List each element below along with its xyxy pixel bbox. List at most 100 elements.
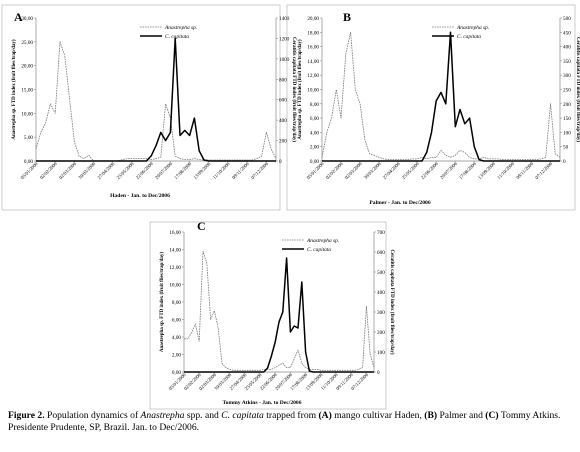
- x-tick-label: 13/09/2006: [193, 161, 212, 180]
- x-tick-label: 07/12/2006: [351, 372, 370, 391]
- x-tick-label: 11/10/2006: [213, 161, 232, 180]
- y-tick-label-right: 450: [563, 30, 571, 36]
- legend-label: Anastrepha sp.: [164, 25, 197, 31]
- caption-text-4: mango cultivar Haden,: [331, 410, 425, 421]
- series-line-ccapitata: [184, 257, 374, 373]
- y-tick-label-left: 20,00: [307, 16, 319, 22]
- y-tick-label-left: 14,00: [169, 248, 181, 254]
- y-tick-label-right: 350: [563, 59, 571, 65]
- x-tick-label: 30/03/2006: [78, 161, 97, 180]
- y-tick-label-right: 1400: [279, 16, 290, 22]
- y-axis-title-left: Anastrepha sp. FTD index (fruit flies/tr…: [160, 252, 165, 353]
- caption-ref-b: (B): [424, 410, 438, 421]
- x-tick-label: 27/04/2006: [97, 161, 116, 180]
- x-tick-label: 07/12/2006: [535, 161, 554, 180]
- x-tick-label: 25/05/2006: [402, 161, 421, 180]
- panel-c: C 0,00 2,00 4,00 6,00 8,00 10,00 12,00 14,00 16,0…: [149, 219, 394, 410]
- y-tick-label-left: 10,00: [169, 283, 181, 289]
- y-tick-label-left: 30,00: [21, 16, 33, 22]
- legend-label: C. capitata: [457, 34, 481, 40]
- y-tick-label-right: 250: [563, 88, 571, 94]
- y-tick-label-right: 400: [279, 118, 287, 124]
- x-tick-label: 20/07/2006: [440, 161, 459, 180]
- legend-label: Anastrepha sp.: [456, 25, 489, 31]
- y-tick-label-right: 600: [279, 98, 287, 104]
- y-tick-label-right: 1000: [279, 57, 290, 63]
- y-tick-label-right: 200: [279, 139, 287, 145]
- y-tick-label-right: 700: [377, 230, 385, 236]
- x-tick-label: 09/11/2006: [516, 161, 535, 180]
- y-tick-label-right: 500: [563, 16, 571, 22]
- x-tick-label: 27/04/2006: [383, 161, 402, 180]
- caption-text-3: trapped from: [263, 410, 319, 421]
- y-tick-label-right: 300: [377, 310, 385, 316]
- x-tick-label: 02/02/2006: [40, 161, 59, 180]
- x-tick-label: 17/08/2006: [174, 161, 193, 180]
- y-tick-label-left: 5,00: [24, 135, 33, 141]
- y-axis-title-right: Ceratitis capitata FTD index (fruit flie…: [575, 37, 580, 142]
- y-tick-label-right: 100: [377, 350, 385, 356]
- caption-ref-c: (C): [485, 410, 499, 421]
- x-tick-label: 09/11/2006: [232, 161, 251, 180]
- y-tick-label-right: 400: [563, 45, 571, 51]
- y-tick-label-left: 2,00: [172, 353, 181, 359]
- y-tick-label-left: 2,00: [310, 145, 319, 151]
- panel-letter: A: [14, 10, 23, 24]
- y-axis-title-right: Ceratitis capitata FTD index (fruit flie…: [389, 249, 394, 354]
- caption-text-1: Population dynamics of: [44, 410, 141, 421]
- y-tick-label-left: 18,00: [307, 30, 319, 36]
- y-tick-label-left: 25,00: [21, 40, 33, 46]
- panel-letter: C: [197, 219, 206, 233]
- x-axis-title: Palmer - Jan. to Dec/2006: [369, 200, 430, 206]
- series-line-anastrepha: [321, 31, 561, 161]
- figure-caption: Figure 2. Population dynamics of Anastre…: [8, 410, 574, 434]
- x-tick-label: 02/02/2006: [325, 161, 344, 180]
- series-line-ccapitata: [322, 31, 560, 162]
- y-tick-label-right: 600: [377, 250, 385, 256]
- y-tick-label-right: 100: [563, 130, 571, 136]
- caption-lead: Figure 2.: [8, 410, 45, 421]
- legend-label: Anastrepha sp.: [306, 238, 339, 244]
- y-tick-label-left: 16,00: [307, 45, 319, 51]
- caption-ref-a: (A): [318, 410, 332, 421]
- y-tick-label-right: 50: [563, 145, 569, 151]
- x-tick-label: 17/08/2006: [459, 161, 478, 180]
- y-tick-label-left: 4,00: [172, 335, 181, 341]
- y-axis-title-right: Ceratitis capitata FTD index (fruit flie…: [291, 37, 296, 142]
- y-tick-label-right: 150: [563, 116, 571, 122]
- panel-b: B 0,00 2,00 4,00 6,00 8,00 10,00 12,00 14,00 16,0…: [286, 4, 580, 211]
- legend-label: C. capitata: [165, 34, 189, 40]
- y-tick-label-right: 300: [563, 73, 571, 79]
- y-tick-label-right: 400: [377, 290, 385, 296]
- y-axis-title-left: Anastrepha sp. FTD index (fruit flies/tr…: [298, 39, 303, 140]
- y-tick-label-left: 0,00: [310, 159, 319, 165]
- x-tick-label: 07/12/2006: [251, 161, 270, 180]
- x-axis-title: Tommy Atkins - Jan. to Dec/2006: [222, 400, 301, 406]
- y-tick-label-left: 8,00: [172, 300, 181, 306]
- y-tick-label-right: 800: [279, 77, 287, 83]
- y-tick-label-left: 12,00: [169, 265, 181, 271]
- y-tick-label-right: 0: [279, 159, 282, 165]
- x-axis-title: Haden - Jan. to Dec/2006: [110, 193, 170, 199]
- y-tick-label-left: 20,00: [21, 64, 33, 70]
- x-tick-label: 30/03/2006: [364, 161, 383, 180]
- panel-frame: [1, 4, 281, 211]
- y-tick-label-left: 10,00: [21, 111, 33, 117]
- y-tick-label-left: 0,00: [172, 370, 181, 376]
- x-tick-label: 20/07/2006: [155, 161, 174, 180]
- y-tick-label-right: 0: [563, 159, 566, 165]
- caption-text-6: Tommy Atkins. Presidente Prudente, SP, B…: [8, 410, 561, 433]
- panel-a: A 0,00 5,00 10,00 15,00 20,00 25,00 30,00 0 200 40…: [1, 4, 296, 211]
- x-tick-label: 25/05/2006: [116, 161, 135, 180]
- series-line-anastrepha: [184, 250, 375, 371]
- x-tick-label: 11/10/2006: [497, 161, 516, 180]
- x-tick-label: 22/06/2006: [136, 161, 155, 180]
- panel-letter: B: [343, 10, 351, 24]
- x-tick-label: 02/03/2006: [59, 161, 78, 180]
- y-tick-label-left: 4,00: [310, 130, 319, 136]
- y-tick-label-right: 0: [377, 370, 380, 376]
- y-tick-label-left: 14,00: [307, 59, 319, 65]
- y-tick-label-right: 200: [563, 102, 571, 108]
- caption-species-1: Anastrepha: [140, 410, 185, 421]
